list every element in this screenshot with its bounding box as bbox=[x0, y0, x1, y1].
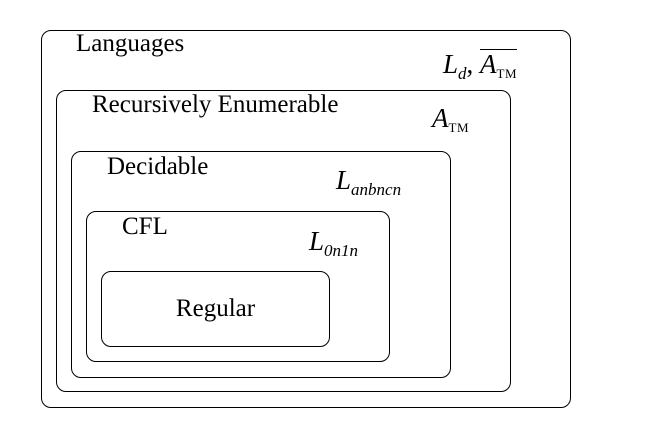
recursively-enumerable-label: Recursively Enumerable bbox=[92, 91, 339, 118]
cfl-example-l-0n1n: L0n1n bbox=[309, 226, 358, 260]
languages-example-ld-atm-complement: Ld, ATM bbox=[443, 49, 518, 82]
decidable-example-l-anbncn: Lanbncn bbox=[336, 165, 401, 199]
languages-label: Languages bbox=[76, 30, 185, 57]
recursively-enumerable-region bbox=[56, 90, 511, 392]
atm-sub: TM bbox=[448, 120, 469, 135]
l-anbncn-sub: anbncn bbox=[351, 180, 402, 199]
cfl-region bbox=[86, 211, 390, 362]
regular-label: Regular bbox=[175, 295, 256, 322]
examples-separator: , bbox=[466, 49, 474, 79]
re-example-atm: ATM bbox=[432, 103, 469, 135]
ld-sub: d bbox=[458, 64, 467, 83]
decidable-label: Decidable bbox=[107, 153, 209, 180]
cfl-label: CFL bbox=[122, 213, 168, 240]
atm-complement-sub: TM bbox=[496, 66, 518, 81]
atm-main: A bbox=[432, 103, 449, 133]
ld-main: L bbox=[443, 49, 459, 79]
l-anbncn-main: L bbox=[336, 165, 352, 195]
l-0n1n-main: L bbox=[309, 226, 325, 256]
decidable-region bbox=[71, 151, 451, 378]
l-0n1n-sub: 0n1n bbox=[324, 241, 359, 260]
atm-complement-overline: ATM bbox=[480, 49, 518, 81]
atm-complement-main: A bbox=[480, 49, 497, 79]
regular-region bbox=[101, 271, 330, 347]
languages-region bbox=[41, 30, 571, 408]
